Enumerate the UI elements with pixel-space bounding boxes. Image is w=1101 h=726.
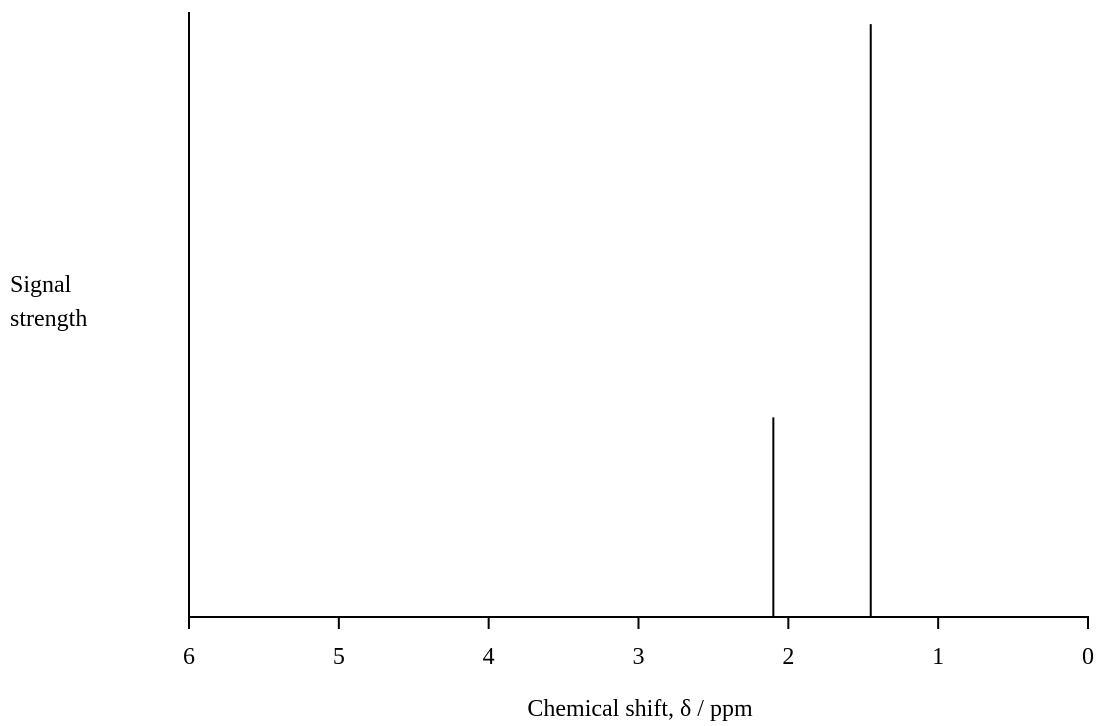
y-axis-title-line-1: Signal	[10, 272, 72, 298]
peaks	[772, 24, 872, 617]
x-ticks: 6 5 4 3 2 1 0	[183, 617, 1094, 670]
y-axis-title-line-2: strength	[10, 306, 87, 332]
x-tick-label: 6	[183, 644, 195, 670]
x-axis-title: Chemical shift, δ / ppm	[527, 696, 753, 722]
x-tick-label: 2	[782, 644, 794, 670]
x-tick-label: 5	[333, 644, 345, 670]
x-tick-label: 3	[633, 644, 645, 670]
x-tick-label: 4	[483, 644, 495, 670]
x-tick-label: 1	[932, 644, 944, 670]
x-tick-label: 0	[1082, 644, 1094, 670]
